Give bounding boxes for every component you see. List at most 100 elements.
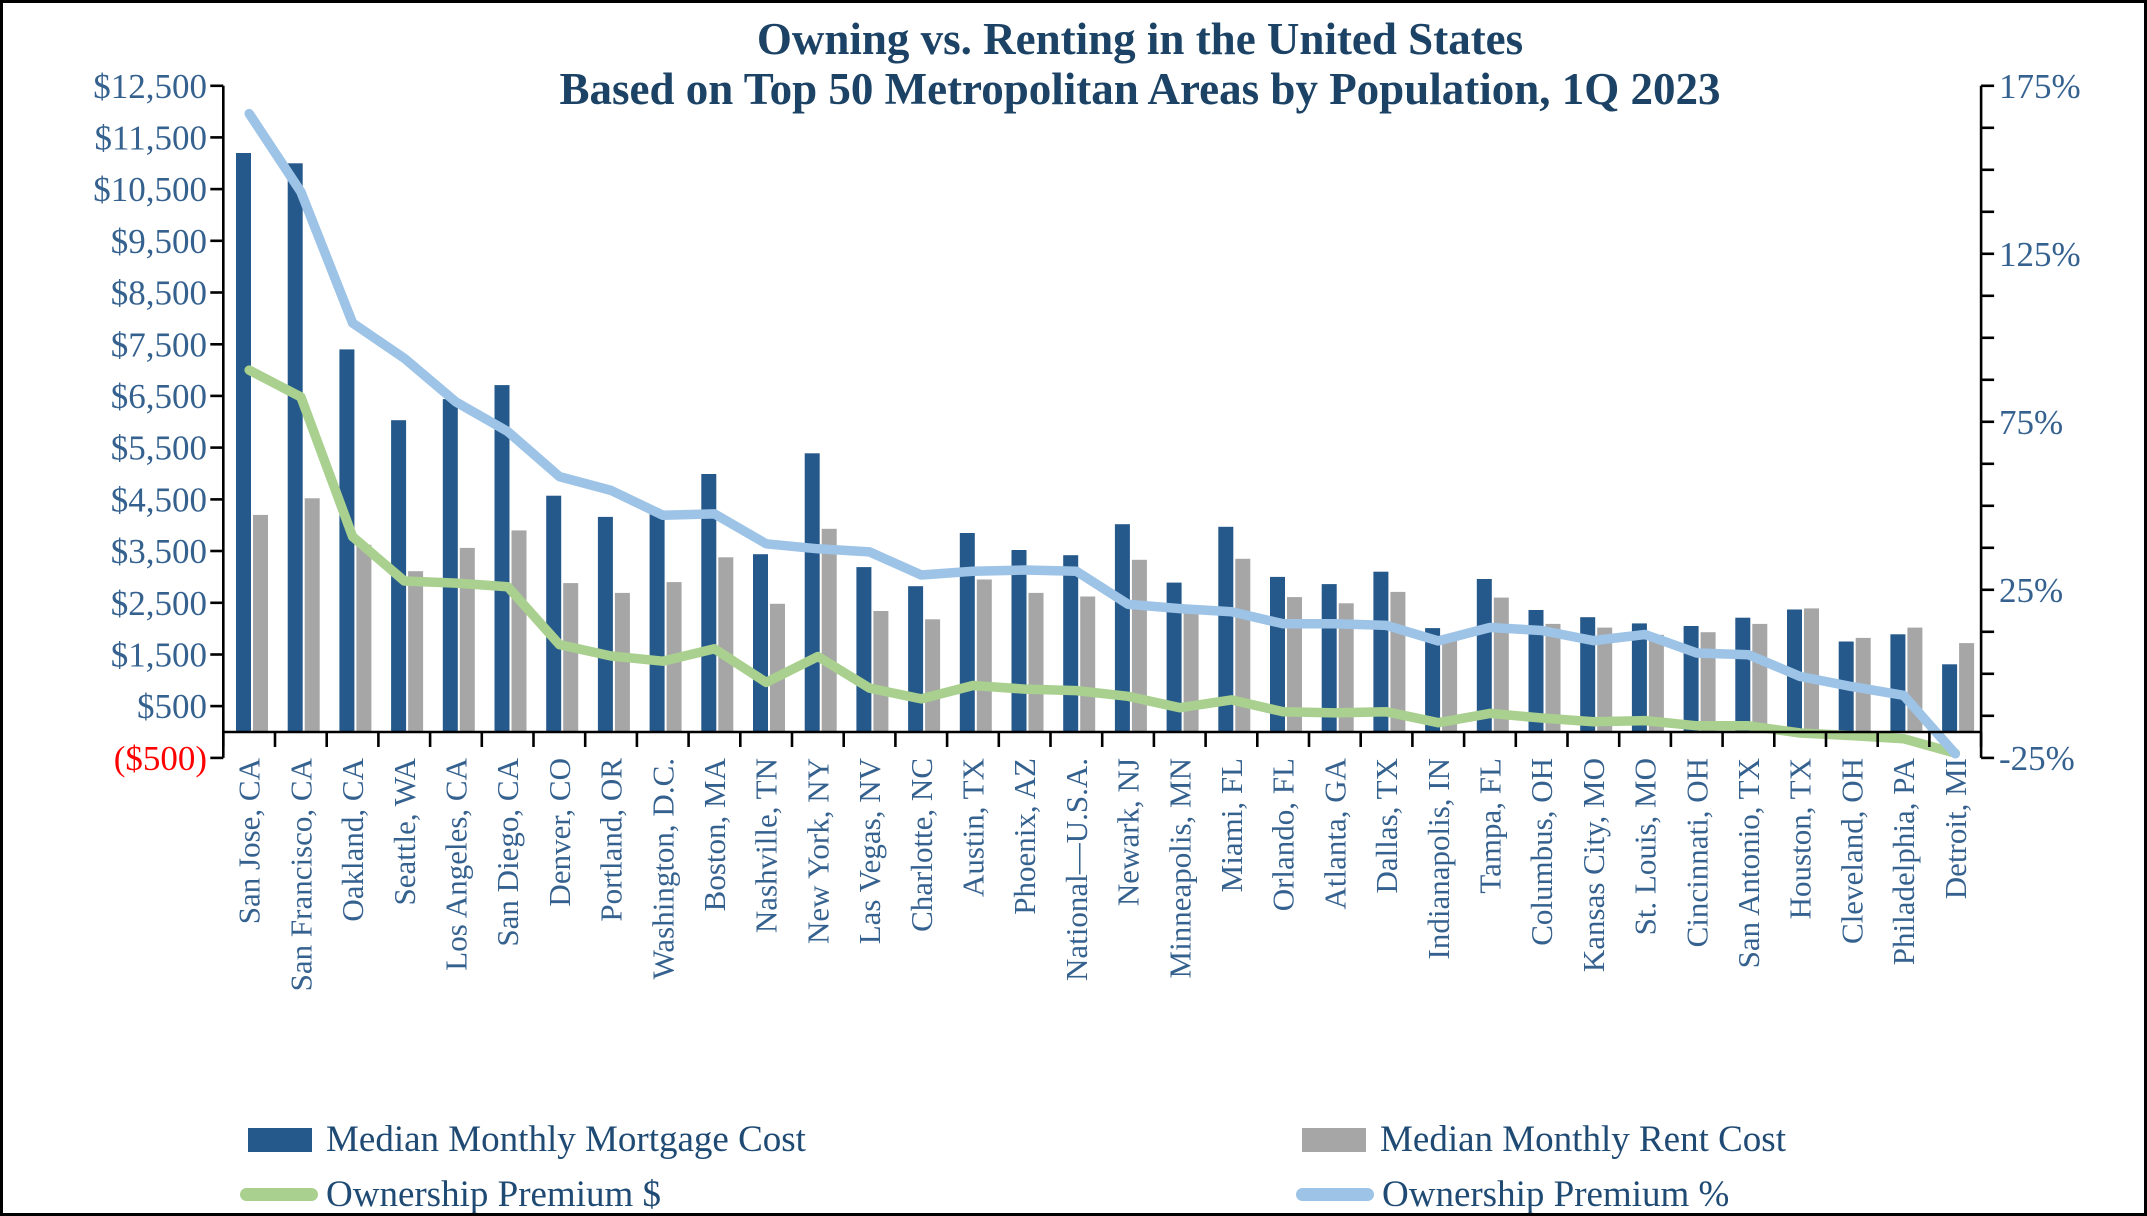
chart-title-line1: Owning vs. Renting in the United States — [756, 14, 1524, 64]
right-axis-label: -25% — [1999, 739, 2075, 778]
bar-mortgage — [1890, 634, 1906, 732]
right-axis-label: 75% — [1999, 403, 2063, 442]
bar-mortgage — [804, 453, 820, 732]
bar-rent — [1597, 627, 1613, 732]
bar-rent — [976, 579, 992, 732]
bar-mortgage — [1735, 617, 1751, 732]
bar-rent — [821, 528, 837, 732]
category-label: Philadelphia, PA — [1886, 757, 1921, 965]
rent-swatch — [1302, 1127, 1366, 1152]
bar-mortgage — [1063, 555, 1079, 732]
bar-rent — [1545, 623, 1561, 732]
bar-rent — [873, 611, 889, 732]
bar-mortgage — [1114, 524, 1130, 732]
bar-mortgage — [1528, 610, 1544, 732]
category-label: San Francisco, CA — [283, 757, 318, 991]
bar-mortgage — [753, 554, 768, 732]
bar-rent — [563, 583, 579, 732]
category-label: Cincinnati, OH — [1679, 758, 1714, 947]
bar-mortgage — [649, 511, 665, 732]
bar-mortgage — [1373, 571, 1389, 732]
legend-label: Median Monthly Mortgage Cost — [326, 1119, 806, 1160]
bar-mortgage — [236, 153, 251, 732]
bar-mortgage — [597, 516, 613, 732]
bar-mortgage — [1011, 550, 1027, 732]
category-label: Newark, NJ — [1111, 758, 1146, 906]
legend-label: Ownership Premium % — [1382, 1174, 1730, 1215]
category-label: Dallas, TX — [1369, 758, 1404, 893]
category-label: Seattle, WA — [387, 757, 422, 905]
category-label: Charlotte, NC — [904, 758, 939, 932]
bar-rent — [253, 514, 268, 732]
mortgage-swatch — [248, 1127, 312, 1152]
right-axis-label: 125% — [1999, 235, 2081, 274]
category-label: St. Louis, MO — [1628, 758, 1663, 935]
right-axis-labels: 175% 125% 75% 25% -25% — [1999, 67, 2081, 778]
legend-item-mortgage: Median Monthly Mortgage Cost — [248, 1118, 806, 1161]
bar-rent — [1028, 592, 1044, 732]
premium-pct-polyline — [244, 108, 1961, 759]
bar-rent — [1235, 558, 1251, 732]
left-axis-label: $2,500 — [111, 584, 207, 623]
legend-item-rent: Median Monthly Rent Cost — [1302, 1118, 1786, 1161]
bar-rent — [511, 530, 527, 732]
bar-mortgage — [494, 385, 510, 732]
left-axis-label: $10,500 — [93, 170, 207, 209]
left-axis-label: $7,500 — [111, 325, 207, 364]
category-label: Washington, D.C. — [645, 758, 680, 979]
left-axis-label: $3,500 — [111, 532, 207, 571]
category-label: Orlando, FL — [1266, 758, 1301, 911]
category-label: Las Vegas, NV — [852, 757, 887, 944]
left-axis-label: $4,500 — [111, 480, 207, 519]
bar-rent — [356, 544, 372, 732]
bar-mortgage — [339, 349, 355, 732]
bar-rent — [770, 603, 785, 732]
bar-rent — [1700, 632, 1716, 732]
bar-rent — [1183, 606, 1199, 732]
bar-rent — [1804, 608, 1819, 732]
bar-rent — [1959, 643, 1975, 732]
premium-dollar-swatch — [240, 1188, 318, 1201]
category-label: Austin, TX — [956, 758, 991, 897]
bar-mortgage — [1683, 626, 1699, 732]
category-label: Phoenix, AZ — [1007, 758, 1042, 915]
bar-rent — [614, 592, 630, 732]
bar-mortgage — [856, 567, 872, 732]
bar-rent — [304, 498, 320, 732]
bar-mortgage — [287, 163, 303, 733]
bar-mortgage — [1476, 579, 1492, 732]
ownership-premium-pct-line — [244, 108, 1961, 759]
bar-rent — [1131, 559, 1147, 732]
left-axis-label: $6,500 — [111, 377, 207, 416]
category-label: National—U.S.A. — [1059, 758, 1094, 981]
category-label: Miami, FL — [1214, 758, 1249, 892]
premium-pct-swatch — [1296, 1188, 1374, 1201]
category-label: New York, NY — [800, 758, 835, 944]
bar-rent — [718, 557, 734, 732]
category-label: San Antonio, TX — [1731, 758, 1766, 968]
bar-rent — [459, 547, 475, 732]
bar-mortgage — [1942, 664, 1958, 732]
chart-title: Owning vs. Renting in the United States … — [320, 14, 1960, 114]
legend-item-premium-dollar: Ownership Premium $ — [240, 1173, 661, 1216]
category-label: Cleveland, OH — [1834, 758, 1869, 944]
bar-mortgage — [701, 474, 717, 732]
left-axis-label: $5,500 — [111, 429, 207, 468]
category-label: Portland, OR — [594, 758, 629, 922]
bar-rent — [1442, 637, 1458, 732]
bar-mortgage — [1580, 617, 1596, 732]
axes — [210, 84, 1995, 760]
bar-rent — [1338, 603, 1354, 732]
right-axis-label: 25% — [1999, 571, 2063, 610]
bar-mortgage — [442, 399, 458, 732]
bar-mortgage — [1166, 582, 1182, 732]
bar-rent — [1080, 596, 1096, 732]
bar-rent — [408, 571, 424, 732]
category-label: Houston, TX — [1783, 758, 1818, 919]
bar-mortgage — [1631, 623, 1647, 732]
rent-bars — [253, 498, 1975, 732]
bar-rent — [925, 619, 941, 732]
left-axis-labels: $12,500 $11,500 $10,500 $9,500 $8,500 $7,500 $… — [93, 67, 207, 778]
